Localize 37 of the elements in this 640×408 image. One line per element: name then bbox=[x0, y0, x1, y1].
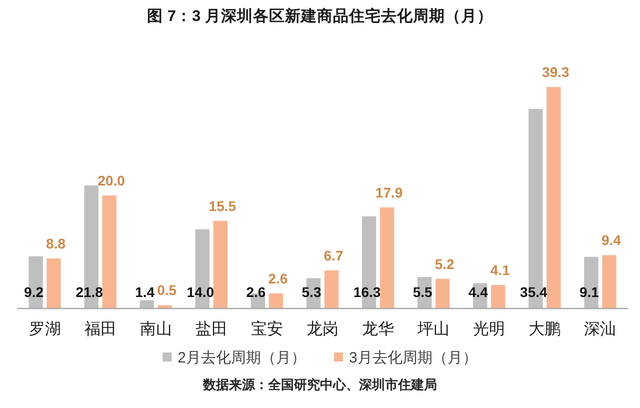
data-label: 14.0 bbox=[186, 284, 214, 300]
data-label: 39.3 bbox=[542, 64, 570, 80]
x-tick-label: 深汕 bbox=[584, 320, 616, 338]
data-label: 15.5 bbox=[208, 198, 236, 214]
data-label: 16.3 bbox=[353, 284, 381, 300]
x-tick-label: 龙岗 bbox=[306, 320, 338, 338]
data-label: 2.6 bbox=[268, 270, 288, 286]
data-label: 20.0 bbox=[98, 172, 126, 189]
x-tick-label: 罗湖 bbox=[28, 320, 61, 338]
data-label: 5.5 bbox=[412, 284, 433, 300]
data-label: 4.4 bbox=[468, 284, 488, 300]
x-tick-label: 南山 bbox=[140, 320, 172, 338]
data-label: 9.1 bbox=[579, 284, 600, 300]
data-label: 2.6 bbox=[246, 284, 266, 300]
legend-label: 2月去化周期（月） bbox=[178, 350, 306, 366]
legend-label: 3月去化周期（月） bbox=[349, 350, 478, 366]
data-label: 4.1 bbox=[490, 262, 510, 278]
annotation: 数据来源：全国研究中心、深圳市住建局 bbox=[203, 377, 437, 392]
x-tick-label: 坪山 bbox=[416, 320, 450, 338]
data-label: 6.7 bbox=[324, 247, 344, 264]
x-tick-label: 大鹏 bbox=[528, 320, 561, 338]
x-tick-label: 光明 bbox=[473, 320, 506, 338]
title: 图 7：3 月深圳各区新建商品住宅去化周期（月） bbox=[147, 8, 493, 25]
data-label: 8.8 bbox=[46, 236, 66, 252]
data-label: 21.8 bbox=[76, 284, 104, 300]
data-label: 9.2 bbox=[24, 284, 44, 300]
x-tick-label: 福田 bbox=[84, 320, 116, 338]
data-label: 5.2 bbox=[434, 256, 455, 272]
x-tick-label: 盐田 bbox=[195, 320, 228, 338]
data-label: 35.4 bbox=[520, 284, 548, 300]
data-label: 17.9 bbox=[375, 184, 403, 200]
data-label: 5.3 bbox=[302, 284, 322, 300]
x-tick-label: 龙华 bbox=[362, 320, 394, 338]
data-label: 0.5 bbox=[157, 282, 177, 298]
x-tick-label: 宝安 bbox=[250, 320, 283, 338]
data-label: 1.4 bbox=[135, 284, 155, 300]
data-label: 9.4 bbox=[601, 232, 622, 248]
